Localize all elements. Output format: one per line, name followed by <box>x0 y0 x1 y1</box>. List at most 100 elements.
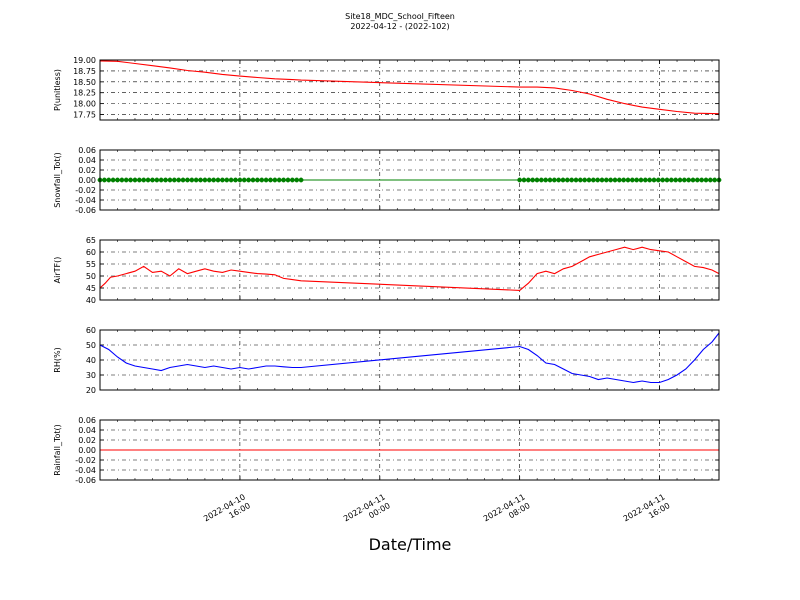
data-point <box>616 177 622 183</box>
data-point <box>202 177 208 183</box>
y-tick-label: 50 <box>86 272 96 281</box>
data-point <box>603 177 609 183</box>
data-point <box>115 177 120 183</box>
data-point <box>298 177 304 183</box>
data-point <box>281 177 287 183</box>
series-line <box>99 246 720 291</box>
data-point <box>599 177 605 183</box>
y-tick-label: 40 <box>86 356 96 365</box>
data-point <box>193 177 199 183</box>
data-point <box>185 177 190 183</box>
data-point <box>686 177 692 183</box>
data-point <box>677 177 683 183</box>
y-axis-label: P(unitless) <box>53 69 62 111</box>
y-tick-label: 0.02 <box>78 436 96 445</box>
data-point <box>595 177 601 183</box>
data-point <box>638 177 644 183</box>
data-point <box>276 177 282 183</box>
data-point <box>564 177 570 183</box>
data-point <box>132 177 138 183</box>
y-tick-label: -0.02 <box>75 456 96 465</box>
data-point <box>176 177 182 183</box>
data-point <box>224 177 230 183</box>
data-point <box>690 177 696 183</box>
data-point <box>289 177 295 183</box>
x-axis-label: Date/Time <box>369 535 452 554</box>
panel-5: 0.060.040.020.00-0.02-0.04-0.06 Rainfall_… <box>53 416 720 485</box>
data-point <box>673 177 679 183</box>
data-point <box>543 177 549 183</box>
y-tick-label: 0.00 <box>78 446 96 455</box>
series-line <box>99 332 720 384</box>
data-point <box>642 177 648 183</box>
chart-subtitle: 2022-04-12 - (2022-102) <box>350 22 450 31</box>
data-point <box>629 177 635 183</box>
data-point <box>538 177 544 183</box>
data-point <box>525 177 531 183</box>
y-axis-label: RH(%) <box>53 347 62 372</box>
data-point <box>608 177 614 183</box>
data-point <box>577 177 583 183</box>
data-point <box>534 177 540 183</box>
data-point <box>254 177 260 183</box>
data-point <box>625 177 631 183</box>
y-tick-label: 60 <box>86 326 96 335</box>
data-point <box>551 177 557 183</box>
data-point <box>145 177 151 183</box>
data-point <box>150 177 155 183</box>
data-point <box>101 177 107 183</box>
data-point <box>569 177 575 183</box>
data-point <box>285 177 291 183</box>
data-point <box>110 177 116 183</box>
data-point <box>206 177 212 183</box>
y-tick-label: 65 <box>86 236 96 245</box>
y-tick-label: 18.25 <box>73 89 96 98</box>
y-tick-label: 40 <box>86 296 96 305</box>
y-tick-label: 18.50 <box>73 78 96 87</box>
data-point <box>664 177 670 183</box>
data-point <box>136 177 142 183</box>
panel-1: 19.00 18.75 18.50 18.25 18.00 17.75 P(unitless… <box>53 56 720 121</box>
data-point <box>233 177 238 183</box>
y-tick-label: 0.02 <box>78 166 96 175</box>
data-point <box>612 177 618 183</box>
data-point <box>163 177 168 183</box>
panel-3: 65 60 55 50 45 40 AirTF() <box>53 236 720 305</box>
y-tick-label: -0.04 <box>75 196 96 205</box>
data-point <box>171 177 177 183</box>
data-point <box>694 177 700 183</box>
y-tick-label: 50 <box>86 341 96 350</box>
y-tick-label: 60 <box>86 248 96 257</box>
y-tick-label: 30 <box>86 371 96 380</box>
data-point <box>556 177 562 183</box>
y-tick-label: 0.04 <box>78 426 96 435</box>
data-point <box>154 177 160 183</box>
y-tick-label: 17.75 <box>73 111 96 120</box>
data-point <box>651 177 657 183</box>
data-point <box>712 177 718 183</box>
data-point <box>189 177 195 183</box>
data-point <box>268 177 273 183</box>
data-point <box>517 177 523 183</box>
data-point <box>582 177 588 183</box>
data-point <box>668 177 674 183</box>
data-point <box>586 177 592 183</box>
panel-2: 0.060.040.020.00-0.02-0.04-0.06 Snowfall_… <box>53 146 722 215</box>
y-tick-label: 20 <box>86 386 96 395</box>
data-point <box>560 177 566 183</box>
chart-title-block: Site18_MDC_School_Fifteen 2022-04-12 - (… <box>0 12 800 32</box>
data-point <box>180 177 186 183</box>
data-point <box>241 177 247 183</box>
y-tick-label: 55 <box>86 260 96 269</box>
data-point <box>259 177 265 183</box>
y-tick-label: -0.02 <box>75 186 96 195</box>
y-tick-label: 0.00 <box>78 176 96 185</box>
plot-frame <box>99 329 720 391</box>
data-point <box>123 177 129 183</box>
data-point <box>228 177 234 183</box>
y-tick-label: -0.06 <box>75 206 96 215</box>
